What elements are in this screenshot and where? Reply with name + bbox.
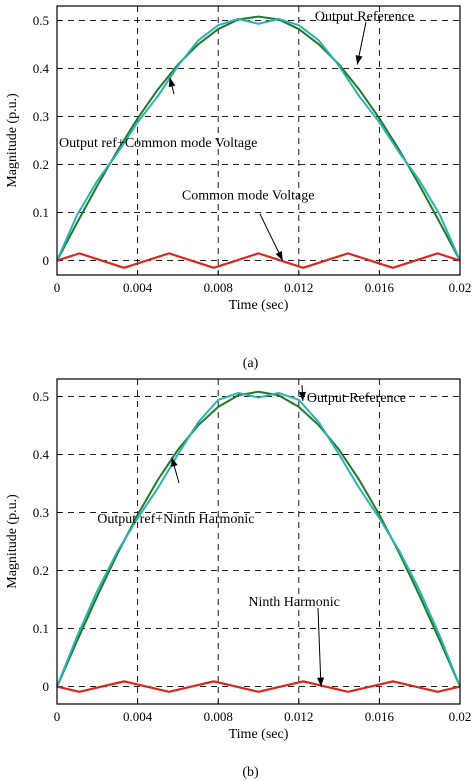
annotation-arrowhead (317, 677, 325, 687)
x-tick-label: 0.012 (284, 280, 313, 295)
y-tick-label: 0 (43, 253, 50, 268)
annotation-arrowhead (170, 457, 178, 467)
plot-frame (56, 378, 461, 705)
panel-caption: (a) (243, 356, 259, 371)
y-tick-label: 0.1 (33, 621, 49, 636)
annotation-arrowhead (298, 391, 306, 402)
x-tick-label: 0.004 (123, 709, 153, 724)
annotation-label: Ninth Harmonic (248, 595, 339, 610)
annotation-arrowhead (168, 77, 176, 88)
x-tick-label: 0 (54, 709, 61, 724)
y-axis-label: Magnitude (p.u.) (5, 494, 20, 589)
plot-area (56, 378, 461, 705)
annotation-label: Output ref+Common mode Voltage (59, 136, 257, 151)
annotation-label: Output Reference (315, 9, 414, 24)
series-offset-signal (56, 680, 461, 693)
x-tick-label: 0 (54, 280, 61, 295)
x-tick-label: 0.016 (365, 280, 395, 295)
y-tick-label: 0.4 (33, 61, 50, 76)
annotation-arrowhead (275, 250, 283, 261)
series-output-ref-plus-offset (56, 17, 461, 261)
y-tick-label: 0 (43, 679, 50, 694)
x-tick-label: 0.016 (365, 709, 395, 724)
y-axis-label: Magnitude (p.u.) (5, 93, 20, 188)
y-tick-label: 0.2 (33, 157, 49, 172)
annotation-arrowhead (355, 55, 363, 65)
series-output-reference (56, 15, 461, 262)
y-tick-label: 0.3 (33, 109, 49, 124)
chart-panel-a: 0 0.004 0.008 0.012 0.016 0.02 0 0.1 0.2 0.3 0.4 0.… (5, 5, 472, 371)
x-tick-label: 0.02 (449, 280, 472, 295)
annotation-arrow (317, 607, 322, 687)
annotation-label: Output Reference (307, 391, 406, 406)
x-axis-label: Time (sec) (229, 727, 289, 742)
series-offset-signal (56, 252, 461, 269)
y-tick-label: 0.3 (33, 505, 49, 520)
y-tick-label: 0.4 (33, 447, 50, 462)
y-tick-label: 0.5 (33, 13, 49, 28)
y-tick-label: 0.1 (33, 205, 49, 220)
x-tick-label: 0.008 (204, 709, 233, 724)
series-output-ref-plus-offset (56, 391, 461, 687)
x-axis-label: Time (sec) (229, 298, 289, 313)
x-tick-label: 0.012 (284, 709, 313, 724)
annotation-label: Common mode Voltage (182, 189, 314, 204)
x-tick-label: 0.004 (123, 280, 153, 295)
chart-panel-b: 0 0.004 0.008 0.012 0.016 0.02 0 0.1 0.2 0.3 0.4 0.… (5, 378, 472, 780)
annotation-label: Output ref+Ninth Harmonic (97, 512, 254, 527)
y-tick-label: 0.2 (33, 563, 49, 578)
x-tick-label: 0.008 (204, 280, 233, 295)
x-tick-label: 0.02 (449, 709, 472, 724)
plot-frame (56, 5, 461, 276)
panel-caption: (b) (242, 765, 259, 780)
y-tick-label: 0.5 (33, 389, 49, 404)
